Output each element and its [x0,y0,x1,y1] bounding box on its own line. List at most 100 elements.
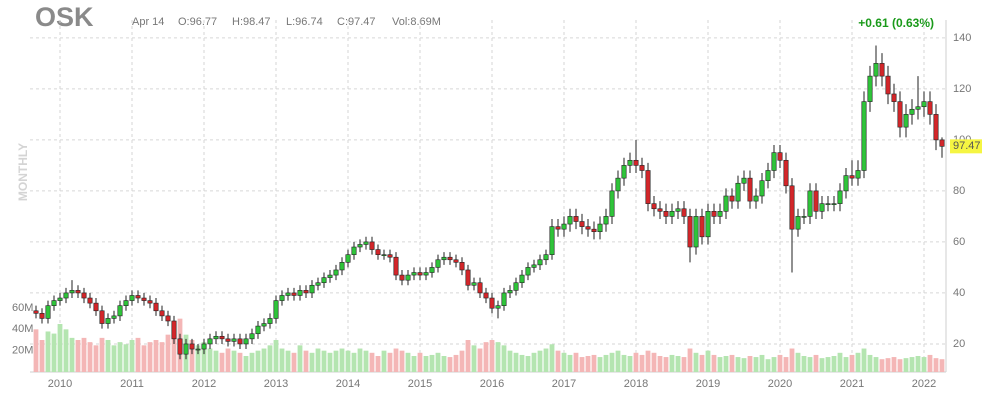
candle-body [837,190,843,204]
candle-body [99,310,105,324]
candle-body [75,290,81,294]
volume-bar [519,354,525,372]
volume-bar [489,340,495,372]
volume-bar [723,356,729,372]
volume-bar [897,359,903,372]
volume-bar [855,352,861,372]
candle-body [213,335,219,340]
volume-bar [225,348,231,372]
volume-bar [621,354,627,372]
low-value: L:96.74 [286,16,323,28]
volume-bar [393,348,399,372]
volume-bar [459,350,465,372]
volume-bar [141,345,147,372]
candle-body [825,203,831,205]
volume-bar [75,340,81,372]
y-tick-label: 120 [953,83,971,95]
volume-bar [51,333,57,372]
volume-tick-label: 60M [12,302,33,314]
candle-body [747,177,753,202]
volume-bar [603,354,609,372]
volume-bar [633,352,639,372]
candle-body [663,211,669,217]
date: Apr 14 [132,16,164,28]
volume-bar [705,350,711,372]
x-tick-label: 2010 [48,378,72,390]
candle-body [261,323,267,327]
candle-body [513,282,519,291]
volume-bar [195,345,201,372]
candle-body [891,93,897,102]
candle-body [519,274,525,284]
candle-body [597,223,603,233]
candle-body [87,297,93,304]
candle-body [669,211,675,217]
candle-body [309,284,315,294]
candle-body [765,170,771,181]
volume-bar [735,357,741,372]
volume-bar [117,342,123,372]
volume-bar [585,356,591,372]
volume-bar [465,340,471,372]
candle-body [843,175,849,192]
x-tick-label: 2016 [480,378,504,390]
candle-body [831,203,837,205]
x-tick-label: 2014 [336,378,360,390]
volume-bar [693,352,699,372]
candle-body [633,159,639,166]
volume-bar [549,344,555,372]
candle-body [135,295,141,299]
candle-body [381,254,387,256]
volume-bar [279,348,285,372]
candle-body [627,159,633,166]
volume-bar [837,352,843,372]
volume-bar [615,350,621,372]
candle-body [123,300,129,306]
volume-bar [645,350,651,372]
candle-body [903,114,909,128]
candle-body [447,256,453,261]
volume-bar [333,350,339,372]
x-tick-label: 2018 [624,378,648,390]
volume-bar [123,344,129,372]
candle-body [357,244,363,248]
volume-bar [507,350,513,372]
volume-bar [57,324,63,372]
candle-body [735,182,741,202]
volume-bar [423,356,429,372]
volume-bar [651,352,657,372]
candle-body [267,318,273,324]
candle-body [441,256,447,261]
candle-body [69,290,75,294]
volume-bar [147,342,153,372]
volume-bar [657,356,663,372]
volume-bar [111,345,117,372]
candle-body [867,75,873,102]
candle-body [729,195,735,202]
volume-bar [435,352,441,372]
candle-body [879,63,885,77]
candle-body [249,333,255,340]
volume-bar [771,357,777,372]
y-tick-label: 140 [953,32,971,44]
candle-body [723,195,729,212]
volume-bar [159,342,165,372]
volume-bar [747,356,753,372]
candle-body [159,310,165,317]
candle-body [555,226,561,230]
candle-body [753,195,759,202]
volume-bar [921,357,927,372]
candle-body [777,152,783,161]
volume-bar [501,345,507,372]
volume-bar [513,352,519,372]
volume-bar [321,350,327,372]
volume-bar [783,357,789,372]
candle-body [699,216,705,238]
candle-body [531,264,537,268]
x-tick-label: 2021 [840,378,864,390]
volume-bar [831,356,837,372]
volume-bar [699,354,705,372]
volume-bar [231,350,237,372]
candle-body [489,297,495,309]
